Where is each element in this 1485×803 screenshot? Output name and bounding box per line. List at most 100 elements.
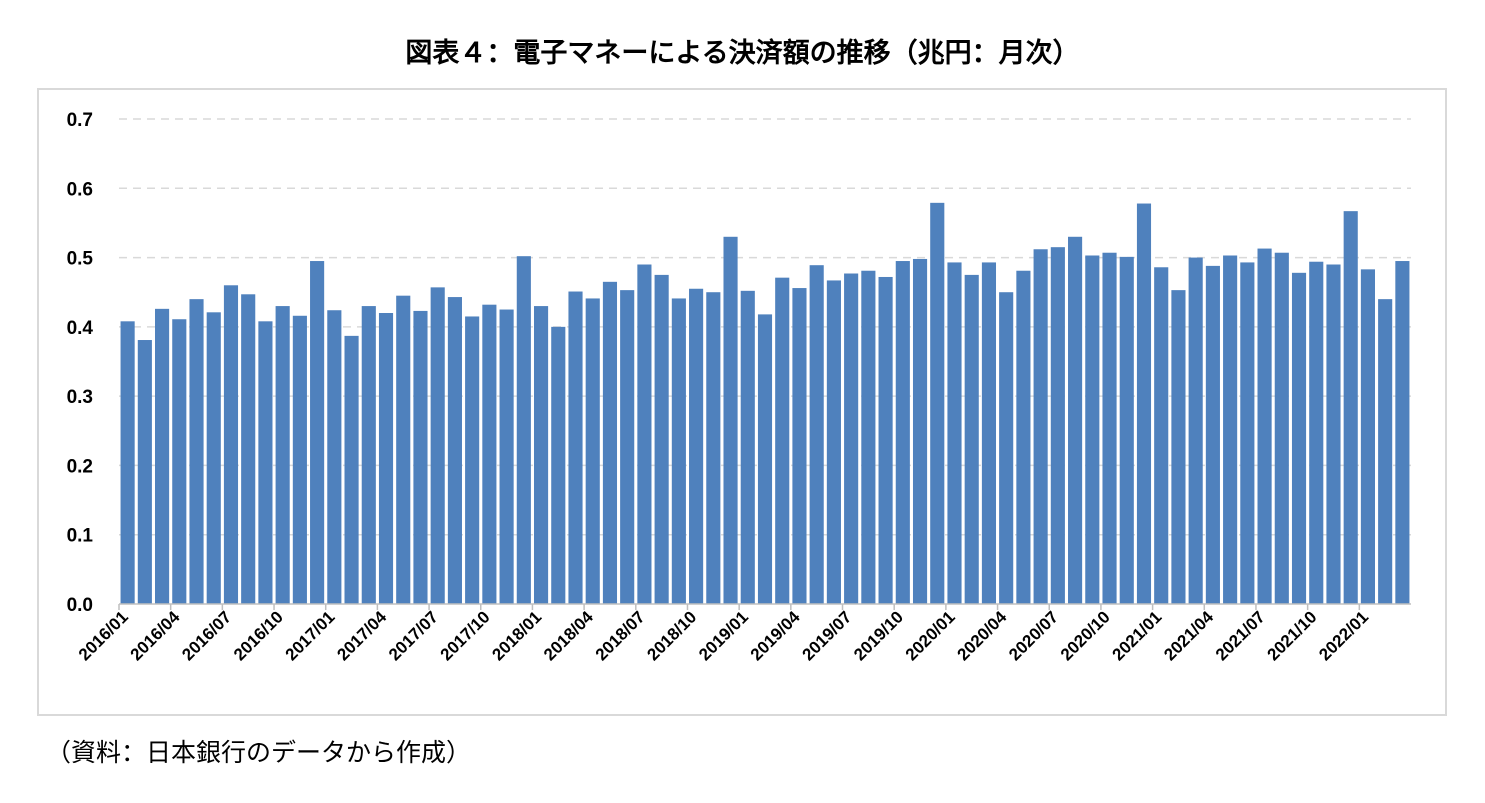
bar-2018-03 xyxy=(568,291,583,604)
bar-2018-09 xyxy=(671,298,686,604)
bar-2021-12 xyxy=(1343,211,1358,604)
bar-2017-10 xyxy=(482,304,497,604)
x-tick-label: 2019/07 xyxy=(798,607,855,664)
x-axis xyxy=(118,603,1411,610)
x-tick-label: 2017/07 xyxy=(385,607,442,664)
y-tick-label: 0.5 xyxy=(67,249,94,270)
bar-2021-04 xyxy=(1205,265,1220,604)
y-tick-label: 0.6 xyxy=(67,179,93,200)
bar-2018-05 xyxy=(602,281,618,604)
bar-2020-04 xyxy=(999,292,1014,604)
x-tick-label: 2019/04 xyxy=(747,607,804,664)
y-tick-label: 0.7 xyxy=(67,110,93,131)
bar-2016-03 xyxy=(155,308,170,604)
bar-2019-06 xyxy=(826,280,841,604)
bar-2018-07 xyxy=(637,264,652,604)
bar-2021-02 xyxy=(1171,290,1186,604)
bar-2019-09 xyxy=(878,276,893,604)
x-tick-label: 2018/04 xyxy=(540,607,597,664)
bar-2017-05 xyxy=(396,295,411,604)
bar-2016-06 xyxy=(206,312,221,604)
bar-2021-01 xyxy=(1154,267,1169,604)
bar-2016-04 xyxy=(172,319,187,604)
bar-2019-07 xyxy=(844,273,859,604)
bar-2019-05 xyxy=(809,265,824,604)
bar-2016-10 xyxy=(275,306,290,604)
x-tick-label: 2021/04 xyxy=(1160,607,1217,664)
bar-2019-04 xyxy=(792,288,807,604)
chart-title: 図表４：電子マネーによる決済額の推移（兆円：月次） xyxy=(405,38,1080,69)
y-tick-label: 0.2 xyxy=(67,456,93,477)
bar-2017-07 xyxy=(430,287,445,604)
bar-2022-01 xyxy=(1360,269,1375,604)
bar-2019-02 xyxy=(757,314,773,604)
bar-2017-11 xyxy=(499,309,514,604)
x-tick-label: 2019/10 xyxy=(850,607,907,664)
x-tick-label: 2018/10 xyxy=(643,607,700,664)
y-tick-label: 0.1 xyxy=(67,526,94,547)
y-tick-label: 0.0 xyxy=(67,595,93,616)
bar-2020-11 xyxy=(1119,256,1134,604)
bar-2016-12 xyxy=(310,261,325,604)
bar-2022-03 xyxy=(1395,261,1410,604)
x-axis-tick-labels: 2016/012016/042016/072016/102017/012017/… xyxy=(75,607,1372,664)
bar-2021-03 xyxy=(1188,257,1203,604)
bar-2020-12 xyxy=(1136,203,1152,604)
bar-2017-12 xyxy=(516,256,531,604)
bar-2017-08 xyxy=(447,297,462,604)
x-tick-label: 2018/01 xyxy=(488,607,545,664)
bar-2018-01 xyxy=(533,306,549,604)
x-tick-label: 2021/01 xyxy=(1109,607,1166,664)
bar-2020-08 xyxy=(1068,236,1083,605)
bar-2021-10 xyxy=(1309,261,1324,604)
bar-2018-06 xyxy=(620,290,635,604)
x-tick-label: 2017/01 xyxy=(282,607,339,664)
bar-2018-12 xyxy=(723,236,738,605)
bar-2016-01 xyxy=(120,321,135,604)
bar-2020-02 xyxy=(964,274,979,604)
y-tick-label: 0.4 xyxy=(67,318,94,339)
bar-2020-05 xyxy=(1016,270,1031,604)
bar-2020-03 xyxy=(981,262,997,604)
x-tick-label: 2016/10 xyxy=(230,607,287,664)
bar-2016-05 xyxy=(189,299,204,604)
bar-2019-11 xyxy=(912,258,928,604)
y-tick-label: 0.3 xyxy=(67,387,93,408)
x-tick-label: 2020/04 xyxy=(953,607,1010,664)
bar-2017-04 xyxy=(378,313,394,604)
bar-2018-02 xyxy=(551,326,566,604)
bar-2017-02 xyxy=(344,335,359,604)
bar-2016-08 xyxy=(241,294,256,604)
bar-2018-11 xyxy=(706,292,721,604)
bar-2016-09 xyxy=(258,321,273,604)
source-note: （資料：日本銀行のデータから作成） xyxy=(46,738,472,767)
bar-2019-01 xyxy=(740,290,755,604)
x-tick-label: 2016/07 xyxy=(178,607,235,664)
bar-2019-12 xyxy=(930,202,945,604)
x-tick-label: 2020/07 xyxy=(1005,607,1062,664)
bar-2020-09 xyxy=(1085,255,1100,604)
bar-2018-04 xyxy=(585,298,600,604)
bar-2018-10 xyxy=(689,288,704,604)
bar-2022-02 xyxy=(1378,299,1393,604)
bar-2021-06 xyxy=(1240,262,1255,604)
chart-area: 0.0 0.1 0.2 0.3 0.4 0.5 0.6 0.7 2016/01 2016/04 2… xyxy=(37,88,1447,716)
x-tick-label: 2016/04 xyxy=(127,607,184,664)
bar-2016-02 xyxy=(137,340,152,604)
bar-2019-08 xyxy=(861,270,876,604)
bar-2018-08 xyxy=(654,274,669,604)
bar-2021-08 xyxy=(1274,252,1289,604)
bar-chart: 0.0 0.1 0.2 0.3 0.4 0.5 0.6 0.7 2016/012016/042… xyxy=(67,110,1411,664)
bar-2020-10 xyxy=(1102,252,1117,604)
x-tick-label: 2019/01 xyxy=(695,607,752,664)
x-tick-label: 2017/10 xyxy=(437,607,494,664)
bar-2017-06 xyxy=(413,310,428,604)
y-axis-tick-labels: 0.0 0.1 0.2 0.3 0.4 0.5 0.6 0.7 xyxy=(67,110,94,616)
bar-2021-05 xyxy=(1223,255,1238,604)
x-tick-label: 2020/01 xyxy=(902,607,959,664)
bar-2021-09 xyxy=(1291,272,1307,604)
x-tick-label: 2017/04 xyxy=(333,607,390,664)
bar-2020-07 xyxy=(1050,247,1065,604)
x-tick-label: 2020/10 xyxy=(1057,607,1114,664)
bar-2021-11 xyxy=(1326,264,1341,604)
